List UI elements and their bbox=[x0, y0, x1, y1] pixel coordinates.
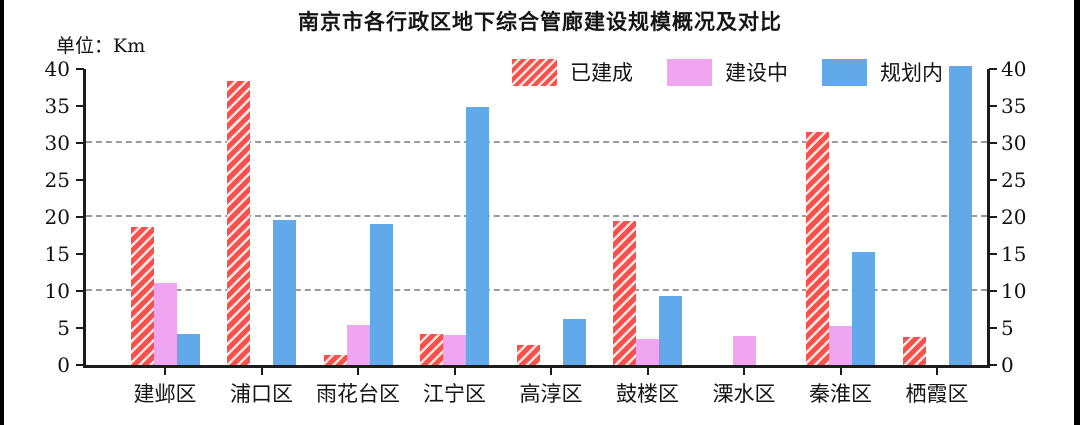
bar bbox=[466, 107, 489, 365]
plot-area: 0 0 5 5 10 10 15 15 20 20 25 25 30 30 35 35 40 40 建邺区 浦口区 雨花… bbox=[45, 57, 1027, 406]
y-tick-mark-left bbox=[76, 105, 84, 107]
screen-edge-right bbox=[1074, 0, 1080, 425]
x-tick-mark bbox=[936, 368, 938, 375]
y-tick-label-right: 20 bbox=[1001, 205, 1027, 229]
y-tick-label-right: 10 bbox=[1001, 279, 1027, 303]
x-tick-label: 江宁区 bbox=[423, 382, 486, 406]
y-tick-mark-right bbox=[989, 216, 997, 218]
x-tick-label: 浦口区 bbox=[230, 382, 293, 406]
bar bbox=[636, 338, 659, 365]
x-tick-label: 溧水区 bbox=[712, 382, 776, 406]
y-tick-mark-left bbox=[76, 179, 84, 181]
bar bbox=[948, 66, 972, 365]
y-tick-label-left: 5 bbox=[57, 316, 70, 340]
x-tick-mark bbox=[260, 368, 263, 375]
legend-label: 已建成 bbox=[570, 61, 633, 85]
y-tick-mark-left bbox=[76, 68, 84, 70]
legend-swatch-hatched bbox=[512, 58, 557, 86]
y-tick-label-left: 10 bbox=[44, 279, 70, 303]
y-tick-label-right: 0 bbox=[1001, 353, 1014, 377]
bar bbox=[829, 326, 852, 365]
y-tick-mark-right bbox=[989, 290, 997, 292]
y-tick-mark-right bbox=[989, 364, 997, 366]
x-tick-label: 秦淮区 bbox=[809, 382, 872, 406]
x-tick-mark bbox=[357, 368, 359, 375]
gridline bbox=[86, 215, 987, 217]
legend-swatch-solid bbox=[822, 58, 867, 86]
y-tick-mark-left bbox=[76, 364, 84, 366]
y-tick-label-left: 40 bbox=[44, 57, 70, 81]
x-tick-mark bbox=[743, 368, 745, 375]
unit-label: 单位：Km bbox=[56, 35, 146, 57]
y-tick-label-left: 15 bbox=[44, 242, 70, 266]
y-tick-label-right: 40 bbox=[1001, 57, 1027, 81]
x-tick-label: 栖霞区 bbox=[905, 382, 969, 406]
legend-swatch-solid bbox=[667, 58, 712, 86]
bar bbox=[130, 227, 154, 365]
y-tick-mark-right bbox=[989, 327, 997, 329]
x-tick-label: 鼓楼区 bbox=[616, 382, 679, 406]
x-tick-label: 雨花台区 bbox=[316, 382, 400, 406]
bar bbox=[273, 220, 296, 365]
y-tick-mark-right bbox=[989, 105, 997, 107]
bar bbox=[176, 333, 200, 365]
y-tick-mark-right bbox=[989, 253, 997, 255]
y-tick-label-right: 5 bbox=[1001, 316, 1014, 340]
y-tick-mark-right bbox=[989, 179, 997, 181]
bar bbox=[227, 80, 250, 365]
y-tick-mark-left bbox=[76, 290, 84, 292]
y-tick-label-left: 20 bbox=[44, 205, 70, 229]
gridline bbox=[86, 141, 987, 143]
bar bbox=[346, 325, 370, 365]
chart-title: 南京市各行政区地下综合管廊建设规模概况及对比 bbox=[298, 10, 782, 34]
x-tick-mark bbox=[839, 368, 842, 375]
y-tick-mark-left bbox=[76, 216, 84, 218]
bar bbox=[806, 131, 829, 365]
legend-label: 建设中 bbox=[725, 61, 788, 85]
x-tick-mark bbox=[164, 368, 166, 375]
bar bbox=[369, 223, 393, 365]
legend: 已建成 建设中 规划内 bbox=[512, 57, 943, 87]
y-tick-mark-left bbox=[76, 253, 84, 255]
y-tick-label-right: 30 bbox=[1001, 131, 1027, 155]
x-tick-mark bbox=[453, 368, 456, 375]
screen-edge-left bbox=[0, 0, 4, 425]
y-tick-label-right: 15 bbox=[1001, 242, 1027, 266]
legend-item: 建设中 bbox=[667, 57, 788, 87]
y-tick-label-right: 35 bbox=[1001, 94, 1027, 118]
y-tick-mark-left bbox=[76, 142, 84, 144]
bar bbox=[516, 344, 540, 365]
x-tick-mark bbox=[550, 368, 552, 375]
bar bbox=[153, 282, 177, 365]
bar bbox=[613, 221, 636, 365]
y-tick-label-left: 30 bbox=[44, 131, 70, 155]
legend-label: 规划内 bbox=[880, 61, 943, 85]
y-tick-label-right: 25 bbox=[1001, 168, 1027, 192]
bar bbox=[902, 336, 926, 365]
y-tick-label-left: 25 bbox=[44, 168, 70, 192]
x-tick-label: 建邺区 bbox=[133, 382, 197, 406]
y-tick-label-left: 0 bbox=[57, 353, 70, 377]
x-tick-mark bbox=[646, 368, 649, 375]
bar bbox=[562, 319, 586, 365]
y-tick-label-left: 35 bbox=[44, 94, 70, 118]
y-tick-mark-right bbox=[989, 68, 997, 70]
bar bbox=[443, 335, 466, 365]
legend-item: 已建成 bbox=[512, 57, 633, 87]
x-tick-label: 高淳区 bbox=[519, 382, 583, 406]
gridline bbox=[86, 289, 987, 291]
legend-item: 规划内 bbox=[822, 57, 943, 87]
bar bbox=[732, 335, 756, 365]
y-tick-mark-left bbox=[76, 327, 84, 329]
bar bbox=[659, 296, 682, 365]
bar bbox=[323, 354, 347, 365]
y-tick-mark-right bbox=[989, 142, 997, 144]
bar bbox=[852, 252, 875, 365]
bar bbox=[420, 333, 443, 365]
